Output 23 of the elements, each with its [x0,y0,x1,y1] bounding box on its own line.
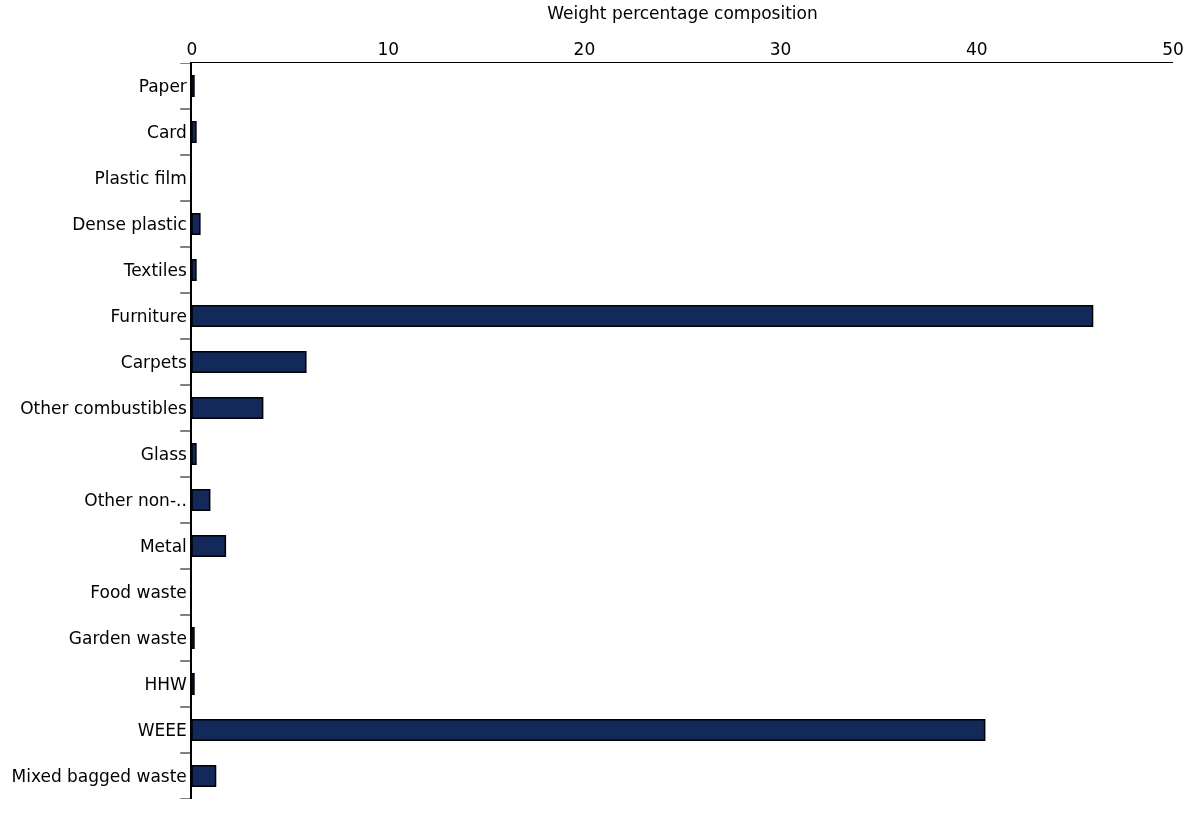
y-tick-label: Glass [140,443,187,464]
x-tick-label: 30 [769,39,792,60]
y-tick-label: Garden waste [68,627,187,648]
y-tick-label: Paper [138,75,187,96]
y-tick-label: Dense plastic [72,213,187,234]
y-tick-label: Textiles [122,259,187,280]
y-tick-label: HHW [144,673,188,694]
y-tick-label: Food waste [90,581,187,602]
x-tick-label: 0 [186,39,198,60]
y-tick-label: Mixed bagged waste [11,765,187,786]
y-tick-label: Other non-.. [84,489,187,510]
x-tick-label: 20 [573,39,596,60]
y-tick-label: Carpets [120,351,187,372]
x-tick-label: 50 [1162,39,1184,60]
y-tick-label: Plastic film [94,167,187,188]
x-tick-label: 10 [377,39,400,60]
y-tick-label: WEEE [137,719,187,740]
x-axis-title: Weight percentage composition [547,2,818,23]
y-tick-label: Furniture [110,305,187,326]
y-tick-label: Metal [139,535,187,556]
x-tick-label: 40 [965,39,988,60]
y-tick-label: Other combustibles [20,397,187,418]
y-tick-label: Card [147,121,187,142]
